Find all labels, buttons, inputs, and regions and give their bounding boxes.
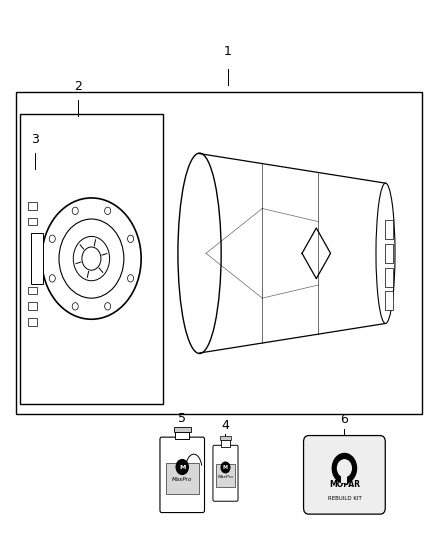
Text: REBUILD KIT: REBUILD KIT — [328, 496, 361, 501]
Text: 5: 5 — [178, 411, 186, 425]
Text: 6: 6 — [340, 413, 348, 426]
Ellipse shape — [376, 183, 395, 324]
Circle shape — [338, 460, 351, 477]
Text: M: M — [223, 465, 228, 470]
FancyBboxPatch shape — [385, 268, 393, 287]
FancyBboxPatch shape — [28, 202, 36, 209]
FancyBboxPatch shape — [216, 464, 235, 488]
Circle shape — [127, 235, 134, 243]
FancyBboxPatch shape — [385, 220, 393, 239]
FancyBboxPatch shape — [28, 318, 36, 326]
Circle shape — [72, 303, 78, 310]
Circle shape — [176, 459, 188, 474]
FancyBboxPatch shape — [173, 427, 191, 432]
Text: 3: 3 — [31, 133, 39, 146]
Polygon shape — [200, 154, 385, 353]
Circle shape — [49, 274, 55, 282]
FancyBboxPatch shape — [166, 463, 199, 494]
Text: MaxPro: MaxPro — [218, 475, 233, 479]
FancyBboxPatch shape — [28, 287, 36, 294]
Text: MOPAR: MOPAR — [329, 480, 360, 489]
Circle shape — [221, 462, 230, 473]
Ellipse shape — [178, 153, 221, 353]
FancyBboxPatch shape — [385, 244, 393, 263]
Circle shape — [49, 235, 55, 243]
FancyBboxPatch shape — [28, 218, 36, 225]
Text: MaxPro: MaxPro — [172, 478, 192, 482]
FancyBboxPatch shape — [385, 292, 393, 310]
Circle shape — [127, 274, 134, 282]
Text: 2: 2 — [74, 80, 82, 93]
FancyBboxPatch shape — [213, 445, 238, 501]
Text: 4: 4 — [222, 418, 230, 432]
Circle shape — [105, 303, 111, 310]
FancyBboxPatch shape — [32, 233, 42, 284]
Circle shape — [105, 207, 111, 214]
FancyBboxPatch shape — [341, 472, 347, 483]
Circle shape — [332, 454, 357, 483]
FancyBboxPatch shape — [160, 437, 205, 513]
FancyBboxPatch shape — [221, 440, 230, 447]
Text: 1: 1 — [224, 45, 232, 58]
FancyBboxPatch shape — [304, 435, 385, 514]
Text: M: M — [179, 464, 185, 470]
FancyBboxPatch shape — [175, 432, 189, 439]
Circle shape — [72, 207, 78, 214]
FancyBboxPatch shape — [28, 302, 36, 310]
FancyBboxPatch shape — [220, 436, 231, 440]
